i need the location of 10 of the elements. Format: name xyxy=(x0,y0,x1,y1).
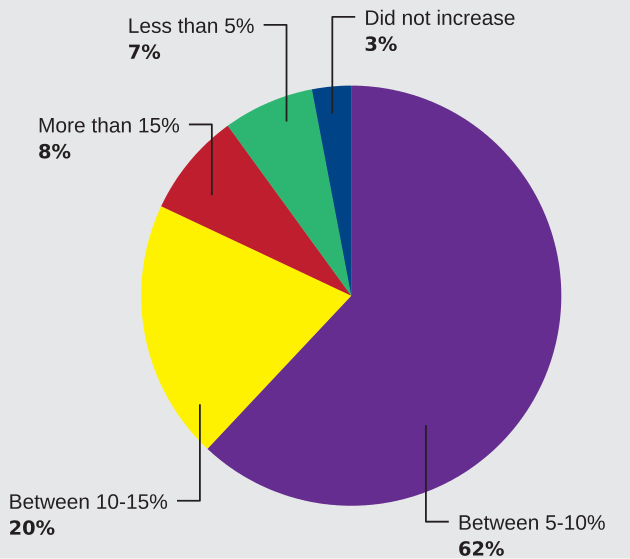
slice-label: Between 10-15% xyxy=(10,494,168,510)
slice-label: Less than 5% xyxy=(129,18,254,34)
data-label: 20% xyxy=(10,520,54,536)
slice-label: Between 5-10% xyxy=(460,515,605,530)
data-label: 8% xyxy=(39,144,70,159)
slice-label: More than 15% xyxy=(40,117,180,133)
data-label: 62% xyxy=(459,541,504,556)
slice-label: Did not increase xyxy=(366,10,514,26)
data-label: 7% xyxy=(129,44,160,60)
data-label: 3% xyxy=(366,36,397,52)
